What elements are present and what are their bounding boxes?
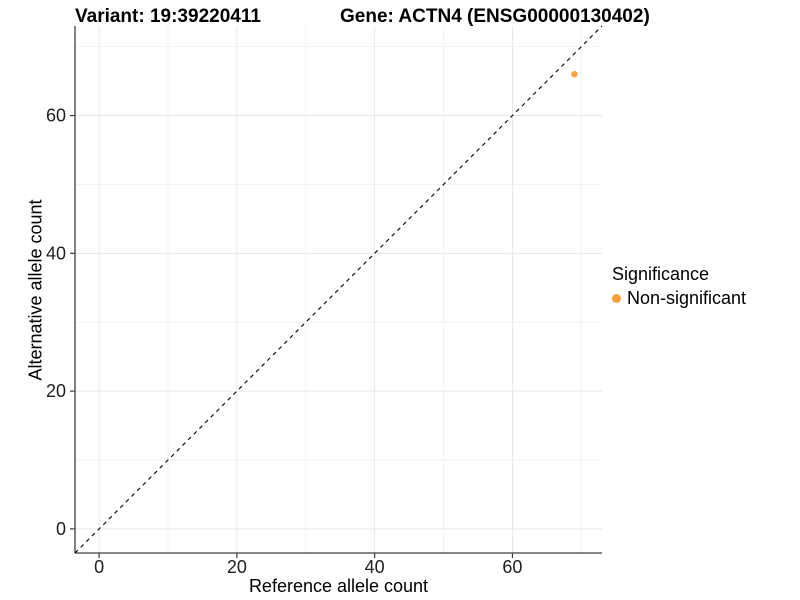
identity-dashed-line: [74, 25, 603, 554]
y-tick-label: 60: [46, 106, 66, 126]
y-tick-label: 40: [46, 243, 66, 263]
variant-title: Variant: 19:39220411: [75, 6, 261, 27]
x-tick-label: 40: [365, 557, 385, 577]
x-tick-label: 0: [94, 557, 104, 577]
y-tick-label: 20: [46, 381, 66, 401]
gene-title: Gene: ACTN4 (ENSG00000130402): [340, 6, 650, 27]
legend-items: Non-significant: [612, 288, 746, 309]
legend-point-swatch: [612, 294, 621, 303]
data-point: [571, 71, 578, 78]
x-tick-label: 60: [502, 557, 522, 577]
x-axis-title: Reference allele count: [248, 576, 429, 596]
legend-item-label: Non-significant: [627, 288, 747, 308]
legend-title: Significance: [612, 264, 710, 284]
x-tick-label: 20: [227, 557, 247, 577]
legend-item: Non-significant: [612, 288, 746, 309]
y-axis-title: Alternative allele count: [25, 199, 46, 381]
y-tick-label: 0: [56, 519, 66, 539]
legend: Significance Non-significant: [612, 264, 746, 309]
